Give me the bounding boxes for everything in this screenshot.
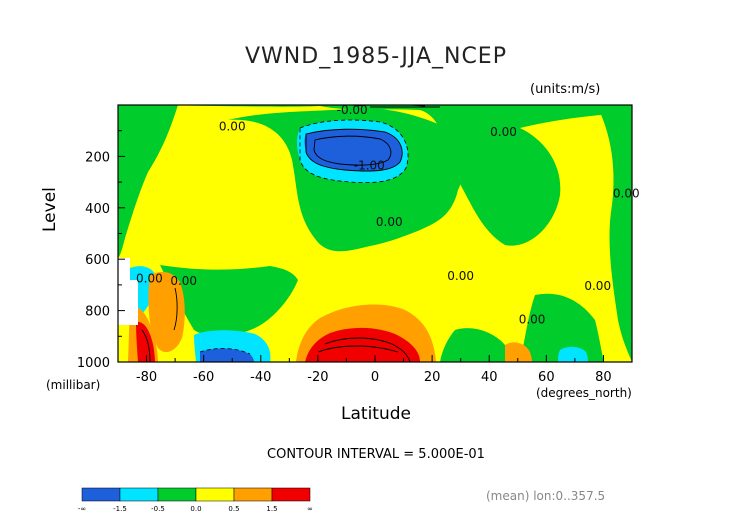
mean-footnote: (mean) lon:0..357.5 (486, 489, 606, 503)
x-tick-label: -40 (250, 370, 271, 385)
contour-label: 0.00 (170, 274, 197, 288)
contour-line (173, 287, 178, 331)
x-tick-label: -80 (136, 370, 157, 385)
x-tick-label: 60 (538, 370, 555, 385)
y-axis-label: Level (40, 187, 60, 232)
contour-label: 0.00 (376, 215, 403, 229)
contour-region (200, 348, 254, 362)
colorbar-label: 0.5 (228, 505, 239, 513)
contour-label: -0.00 (337, 103, 368, 117)
contour-line-dashed (299, 119, 409, 184)
contour-label: -1.00 (354, 158, 385, 172)
contour-line (317, 345, 399, 353)
contour-region (118, 105, 178, 258)
x-axis-units: (degrees_north) (536, 386, 632, 400)
y-axis: 200 400 600 800 1000 (77, 130, 125, 371)
x-axis-label: Latitude (341, 404, 411, 424)
contour-field (118, 105, 632, 362)
contour-label: 0.00 (136, 271, 163, 285)
y-tick-label: 800 (85, 305, 110, 320)
contour-label: 0.00 (447, 269, 474, 283)
contour-label: 0.00 (613, 187, 640, 201)
x-tick-label: -60 (193, 370, 214, 385)
contour-region (118, 280, 138, 325)
x-tick-label: 40 (481, 370, 498, 385)
colorbar-swatch (195, 487, 235, 502)
contour-region (118, 258, 130, 280)
y-tick-label: 200 (85, 150, 110, 165)
contour-line (305, 128, 403, 172)
x-tick-label: -20 (307, 370, 328, 385)
contour-region (520, 293, 604, 362)
contour-region (304, 129, 403, 172)
colorbar-label: -∞ (78, 505, 86, 513)
contour-region (305, 327, 420, 362)
contour-region (136, 321, 155, 362)
colorbar-swatch (271, 487, 311, 502)
contour-label: 0.00 (584, 279, 611, 293)
x-axis: -80 -60 -40 -20 0 20 40 60 80 (117, 355, 633, 385)
contour-region (558, 346, 588, 362)
contour-region (160, 265, 298, 337)
contour-label: 0.00 (490, 125, 517, 139)
colorbar-swatch (81, 487, 121, 502)
units-label: (units:m/s) (530, 82, 601, 97)
x-tick-label: 20 (424, 370, 441, 385)
y-tick-label: 1000 (77, 356, 110, 371)
contour-labels: 0.00 -0.00 -1.00 0.00 0.00 0.00 0.00 0.00 0.00 0.… (136, 103, 640, 326)
contour-label: 0.00 (219, 120, 246, 134)
colorbar-swatch (233, 487, 273, 502)
y-tick-label: 400 (85, 202, 110, 217)
colorbar-swatch (119, 487, 159, 502)
colorbar-swatch (157, 487, 197, 502)
contour-label: 0.00 (519, 312, 546, 326)
colorbar-label: 0.0 (190, 505, 201, 513)
contour-region (505, 342, 532, 362)
contour-region (600, 112, 632, 362)
contour-interval: CONTOUR INTERVAL = 5.000E-01 (267, 447, 485, 462)
contour-line (313, 135, 392, 166)
x-tick-label: 80 (595, 370, 612, 385)
contour-region (118, 105, 632, 246)
contour-region (440, 328, 514, 362)
colorbar: -∞ -1.5 -0.5 0.0 0.5 1.5 ∞ (78, 487, 313, 513)
chart-title: VWND_1985-JJA_NCEP (245, 44, 507, 69)
x-tick-label: 0 (371, 370, 379, 385)
colorbar-label: 1.5 (266, 505, 277, 513)
colorbar-label: -1.5 (113, 505, 127, 513)
colorbar-label: ∞ (307, 505, 313, 513)
contour-line (141, 329, 151, 362)
contour-line (324, 337, 411, 362)
colorbar-label: -0.5 (151, 505, 165, 513)
y-axis-units: (millibar) (46, 378, 101, 392)
y-tick-label: 600 (85, 253, 110, 268)
